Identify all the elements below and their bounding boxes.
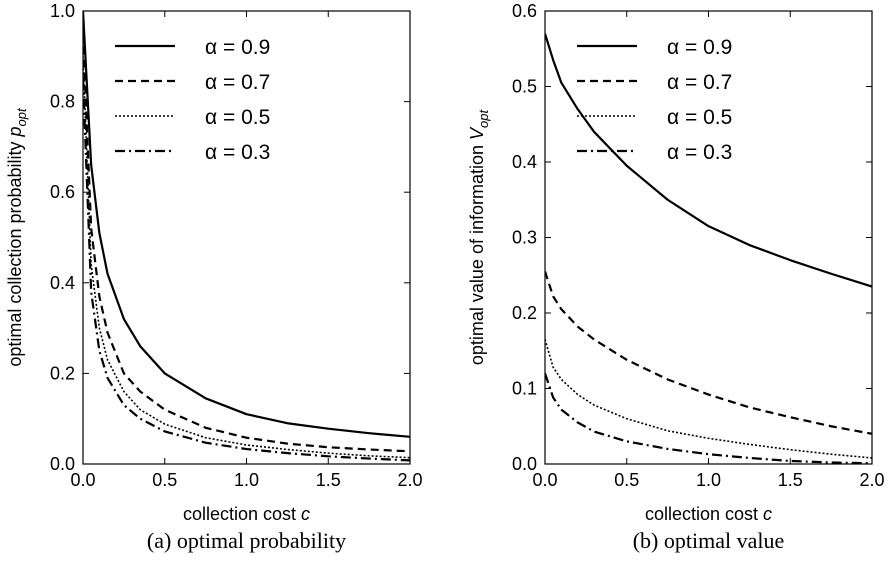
series-line-dashed [545, 271, 872, 435]
legend-label: α = 0.3 [205, 141, 270, 164]
y-tick-label: 0.2 [50, 363, 75, 383]
legend-label: α = 0.9 [667, 36, 732, 59]
y-tick-label: 0.0 [50, 454, 75, 474]
legend-label: α = 0.5 [667, 106, 732, 129]
chart-panel-a: 0.0 0.5 1.0 1.5 2.0 0.0 0.2 0.4 0.6 0.8 1.0 collect… [5, 1, 423, 553]
legend-label: α = 0.7 [205, 71, 270, 94]
y-tick-label: 0.6 [50, 182, 75, 202]
series-line-dotted [83, 56, 410, 459]
y-tick-label: 0.2 [512, 303, 537, 323]
x-tick-label: 0.0 [70, 470, 95, 490]
y-tick-label: 1.0 [50, 1, 75, 21]
figure-caption: (b) optimal value [633, 528, 785, 553]
legend-label: α = 0.9 [205, 36, 270, 59]
legend-label: α = 0.7 [667, 71, 732, 94]
series-line-dashdot [83, 78, 410, 462]
series-line-dotted [545, 339, 872, 459]
figure-caption: (a) optimal probability [147, 528, 346, 553]
y-tick-label: 0.3 [512, 228, 537, 248]
x-axis-label: collection cost c [645, 504, 772, 524]
x-tick-label: 1.5 [778, 470, 803, 490]
y-axis-variable: V [467, 126, 487, 140]
y-tick-label: 0.1 [512, 379, 537, 399]
chart-panel-b: 0.0 0.5 1.0 1.5 2.0 0.0 0.1 0.2 0.3 0.4 0.5 0.6 coll… [467, 1, 885, 553]
series-line-solid [545, 33, 872, 288]
x-axis-variable: c [763, 504, 772, 524]
x-axis-variable: c [301, 504, 310, 524]
legend-label: α = 0.3 [667, 141, 732, 164]
y-tick-label: 0.6 [512, 1, 537, 21]
y-tick-label: 0.4 [512, 152, 537, 172]
x-tick-label: 1.5 [316, 470, 341, 490]
y-tick-label: 0.5 [512, 77, 537, 97]
y-axis-label: optimal value of information Vopt [467, 109, 491, 366]
x-axis-label: collection cost c [183, 504, 310, 524]
x-tick-label: 0.5 [614, 470, 639, 490]
y-axis-subscript: opt [14, 107, 29, 126]
legend-label: α = 0.5 [205, 106, 270, 129]
y-axis-label: optimal collection probability popt [5, 107, 29, 367]
y-axis-subscript: opt [476, 109, 491, 128]
x-tick-label: 0.0 [532, 470, 557, 490]
y-tick-label: 0.4 [50, 273, 75, 293]
x-tick-label: 1.0 [696, 470, 721, 490]
series-line-solid [83, 11, 410, 438]
y-tick-label: 0.8 [50, 92, 75, 112]
series-line-dashdot [545, 373, 872, 464]
x-tick-label: 2.0 [859, 470, 884, 490]
x-tick-label: 0.5 [152, 470, 177, 490]
series-line-dashed [83, 33, 410, 453]
y-axis-variable: p [5, 126, 25, 137]
x-tick-label: 1.0 [234, 470, 259, 490]
y-tick-label: 0.0 [512, 454, 537, 474]
x-tick-label: 2.0 [397, 470, 422, 490]
